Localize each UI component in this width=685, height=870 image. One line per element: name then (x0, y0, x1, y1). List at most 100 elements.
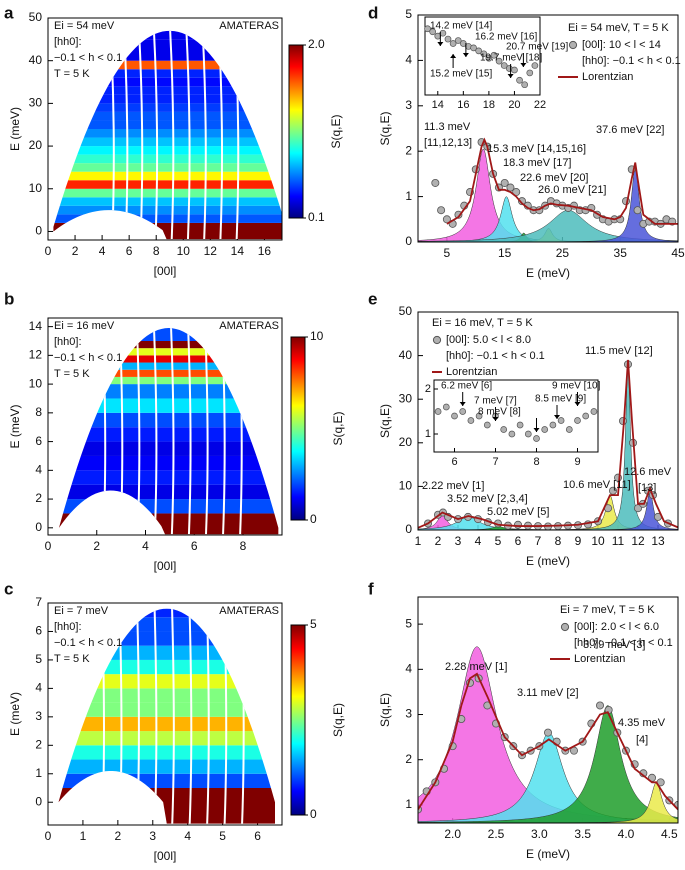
x-tick-label: 12 (204, 244, 218, 258)
x-axis-label: E (meV) (526, 847, 570, 861)
x-tick-label: 5 (495, 534, 502, 548)
x-tick-label: 0 (45, 244, 52, 258)
x-tick-label: 3 (149, 829, 156, 843)
detector-gap (201, 30, 207, 240)
inset-point (574, 417, 581, 424)
inset-point (516, 76, 523, 84)
intensity-band (53, 154, 282, 164)
legend-entry: Lorentzian (574, 653, 625, 665)
intensity-band (58, 340, 279, 349)
colorbar-tick-label: 0 (310, 807, 317, 821)
inset-arrow-label: 16.2 meV [16] (475, 32, 537, 43)
inset-point (533, 435, 540, 442)
x-tick-label: 8 (240, 539, 247, 553)
fit-line (446, 137, 678, 225)
detector-gap (168, 30, 175, 240)
legend-marker (432, 335, 442, 345)
inset-x-tick-label: 6 (451, 456, 457, 468)
y-tick-label: 12 (29, 348, 43, 362)
intensity-band (58, 355, 279, 363)
plot-area (418, 137, 678, 242)
intensity-band (58, 427, 279, 442)
intensity-band (53, 86, 282, 95)
annotation: −0.1 < h < 0.1 (54, 637, 122, 649)
x-tick-label: 45 (671, 246, 685, 260)
inset-arrow-label: 20.7 meV [19] (506, 42, 568, 53)
intensity-band (58, 441, 279, 456)
intensity-band (53, 171, 282, 181)
annotation: Ei = 54 meV (54, 20, 115, 32)
x-tick-label: 1 (415, 534, 422, 548)
intensity-band (53, 205, 282, 215)
x-tick-label: 16 (258, 244, 272, 258)
inset-x-tick-label: 9 (574, 456, 580, 468)
y-tick-label: 5 (405, 7, 412, 21)
inset-point (434, 408, 442, 415)
heatmap (58, 328, 279, 535)
panel-letter: c (4, 579, 13, 598)
peak-label: 11.5 meV [12] (585, 345, 653, 357)
y-tick-label: 4 (405, 53, 412, 67)
colorbar (290, 336, 306, 521)
y-tick-label: 1 (405, 189, 412, 203)
panel-letter: b (4, 289, 14, 308)
intensity-band (53, 30, 282, 40)
intensity-band (58, 788, 276, 824)
inset-arrow-head (450, 54, 457, 58)
inset-point (483, 421, 491, 429)
annotation: −0.1 < h < 0.1 (54, 52, 122, 64)
intensity-band (53, 137, 282, 147)
inset-point (429, 28, 437, 36)
peak-label: 10.6 meV [11] (563, 479, 631, 491)
inset-arrow-head (462, 53, 469, 57)
peak-label: 3.79 meV [3] (583, 639, 645, 651)
intensity-band (58, 759, 276, 774)
intensity-band (53, 214, 282, 223)
annotation: [hh0]: (54, 36, 82, 48)
y-tick-label: 0 (35, 224, 42, 238)
intensity-band (53, 111, 282, 121)
colorbar-label: S(q,E) (331, 411, 345, 445)
inset-point (516, 421, 524, 429)
inset-arrow-label: 6.2 meV [6] (441, 381, 492, 392)
x-tick-label: 35 (614, 246, 628, 260)
intensity-band (58, 348, 279, 356)
data-point (518, 197, 527, 206)
peak-label: 5.02 meV [5] (487, 506, 549, 518)
x-tick-label: 8 (153, 244, 160, 258)
colorbar-tick-label: 0 (310, 512, 317, 526)
inset-point (531, 62, 539, 69)
intensity-band (58, 688, 276, 703)
inset-point (490, 51, 498, 59)
data-point (633, 206, 642, 215)
y-tick-label: 4 (35, 463, 42, 477)
x-tick-label: 4 (142, 539, 149, 553)
intensity-band (58, 773, 276, 788)
panel-letter: f (368, 579, 374, 598)
detector-gap (221, 608, 228, 824)
x-tick-label: 4.0 (618, 827, 635, 841)
inset-arrow-label: 15.2 meV [15] (430, 69, 492, 80)
peak-label: 3.11 meV [2] (517, 687, 579, 699)
detector-gap (204, 608, 210, 824)
inset-point (459, 408, 467, 415)
y-tick-label: 8 (35, 405, 42, 419)
x-tick-label: 1 (80, 829, 87, 843)
plot-frame (47, 17, 283, 241)
intensity-band (58, 362, 279, 370)
x-axis-label: [00l] (154, 849, 177, 863)
legend-title: Ei = 54 meV, T = 5 K (568, 22, 669, 34)
inset-point (444, 35, 452, 43)
peak-label: 4.35 meV (618, 717, 666, 729)
colorbar (290, 624, 306, 816)
annotation: [hh0]: (54, 621, 82, 633)
inset-arrow-head (554, 415, 560, 419)
panel-letter: e (368, 289, 377, 308)
colorbar-tick-label: 10 (310, 329, 324, 343)
inset-y-tick-label: 1 (425, 428, 431, 440)
legend-entry: [00l]: 2.0 < l < 6.0 (574, 621, 659, 633)
detector-gap (168, 328, 175, 535)
annotation: −0.1 < h < 0.1 (54, 352, 122, 364)
peak-label: 37.6 meV [22] (596, 124, 665, 136)
y-tick-label: 30 (29, 96, 43, 110)
